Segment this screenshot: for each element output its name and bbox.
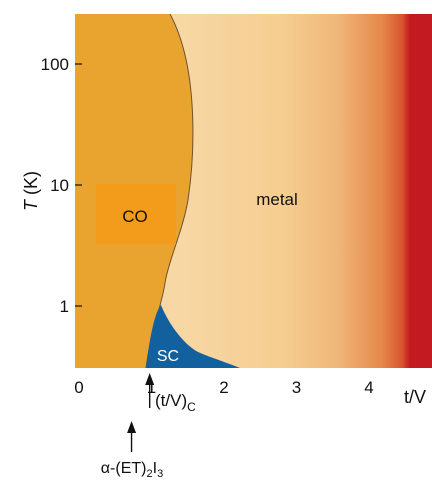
metal-label: metal <box>256 190 298 209</box>
material-annotation: α-(ET)2I3 <box>101 421 163 480</box>
y-tick-label: 1 <box>60 297 69 316</box>
y-axis: 1 10 100 <box>41 55 82 316</box>
critical-point-annotation: (t/V)C <box>145 373 196 414</box>
critical-arrow-head <box>145 373 155 385</box>
critical-value-label: (t/V)C <box>155 391 196 414</box>
x-tick-label: 2 <box>219 378 228 397</box>
x-axis-label: t/V <box>404 387 426 407</box>
y-tick-label: 10 <box>50 176 69 195</box>
y-axis-label-symbol: T <box>21 198 41 211</box>
critical-value-main: (t/V) <box>155 391 187 410</box>
y-tick-label: 100 <box>41 55 69 74</box>
x-tick-label: 3 <box>292 378 301 397</box>
material-iodine: I <box>153 460 157 477</box>
x-tick-label: 4 <box>364 378 373 397</box>
y-axis-label-unit: (K) <box>21 171 41 200</box>
critical-value-subscript: C <box>187 400 196 414</box>
sc-region <box>146 305 240 368</box>
material-label: α-(ET)2I3 <box>101 460 163 480</box>
material-subscript-1: 2 <box>146 468 152 480</box>
material-name: α-(ET) <box>101 460 147 477</box>
x-tick-label: 0 <box>74 378 83 397</box>
x-axis: 0 1 2 3 4 <box>74 378 373 397</box>
co-label-box <box>96 184 176 244</box>
y-axis-label: T (K) <box>21 171 41 211</box>
material-arrow-head <box>127 421 137 433</box>
x-tick-label: 1 <box>147 378 156 397</box>
material-subscript-2: 3 <box>157 468 163 480</box>
sc-label: SC <box>157 348 179 365</box>
co-label: CO <box>122 207 148 226</box>
